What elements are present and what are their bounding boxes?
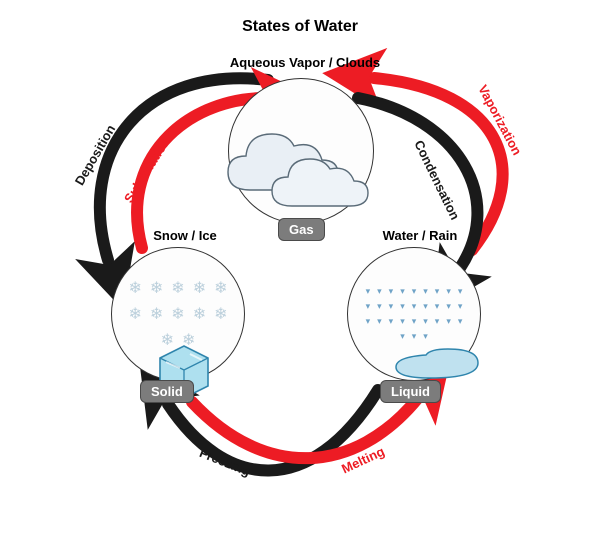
- liquid-state-label: Water / Rain: [370, 228, 470, 243]
- states-of-water-diagram: States of Water Aqueous Vapor / Clouds G…: [0, 0, 600, 534]
- water-puddle-icon: [0, 0, 600, 534]
- liquid-state-badge: Liquid: [380, 380, 441, 403]
